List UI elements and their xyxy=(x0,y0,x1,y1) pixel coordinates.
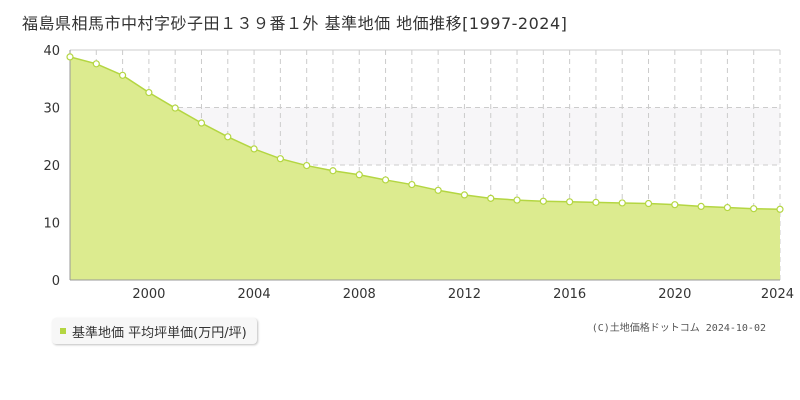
x-tick-label: 2012 xyxy=(448,287,481,302)
x-tick-label: 2016 xyxy=(553,287,586,302)
data-point xyxy=(355,171,363,179)
x-tick-label: 2004 xyxy=(238,287,271,302)
data-point xyxy=(697,202,705,210)
series-line xyxy=(69,56,781,211)
data-point xyxy=(671,201,679,209)
data-point xyxy=(750,205,758,213)
y-tick-label: 0 xyxy=(52,274,60,289)
data-point xyxy=(592,198,600,206)
legend-swatch xyxy=(60,328,66,334)
legend-label: 基準地価 平均坪単価(万円/坪) xyxy=(72,325,247,341)
y-tick-label: 40 xyxy=(43,44,60,59)
legend: 基準地価 平均坪単価(万円/坪) xyxy=(52,318,257,344)
data-point xyxy=(145,88,153,97)
data-point xyxy=(171,104,179,112)
data-point xyxy=(250,145,258,153)
data-point xyxy=(118,71,127,79)
copyright-text: (C)土地価格ドットコム 2024-10-02 xyxy=(591,323,766,334)
data-point xyxy=(723,203,732,212)
data-point xyxy=(197,119,206,127)
data-point xyxy=(539,197,547,205)
data-point xyxy=(487,194,495,202)
data-point xyxy=(303,161,311,170)
data-point xyxy=(513,196,521,204)
y-tick-label: 20 xyxy=(43,159,60,174)
x-tick-label: 2020 xyxy=(658,287,691,302)
series-area xyxy=(70,56,780,281)
x-tick-label: 2000 xyxy=(132,287,165,302)
x-tick-label: 2024 xyxy=(761,287,794,302)
data-point xyxy=(329,167,337,175)
y-tick-label: 10 xyxy=(43,217,60,232)
data-point xyxy=(408,180,416,189)
data-point xyxy=(460,191,469,199)
x-tick-label: 2008 xyxy=(343,287,376,302)
data-point xyxy=(66,53,74,61)
data-point xyxy=(434,186,442,194)
data-point xyxy=(224,133,232,141)
data-point xyxy=(92,60,100,68)
data-point xyxy=(644,199,653,208)
data-point xyxy=(618,199,626,207)
data-point xyxy=(276,155,284,163)
data-point xyxy=(776,205,784,213)
y-tick-label: 30 xyxy=(43,102,60,117)
data-point xyxy=(381,176,390,184)
chart-title: 福島県相馬市中村字砂子田１３９番１外 基準地価 地価推移[1997-2024] xyxy=(22,14,568,33)
data-point xyxy=(566,198,574,206)
